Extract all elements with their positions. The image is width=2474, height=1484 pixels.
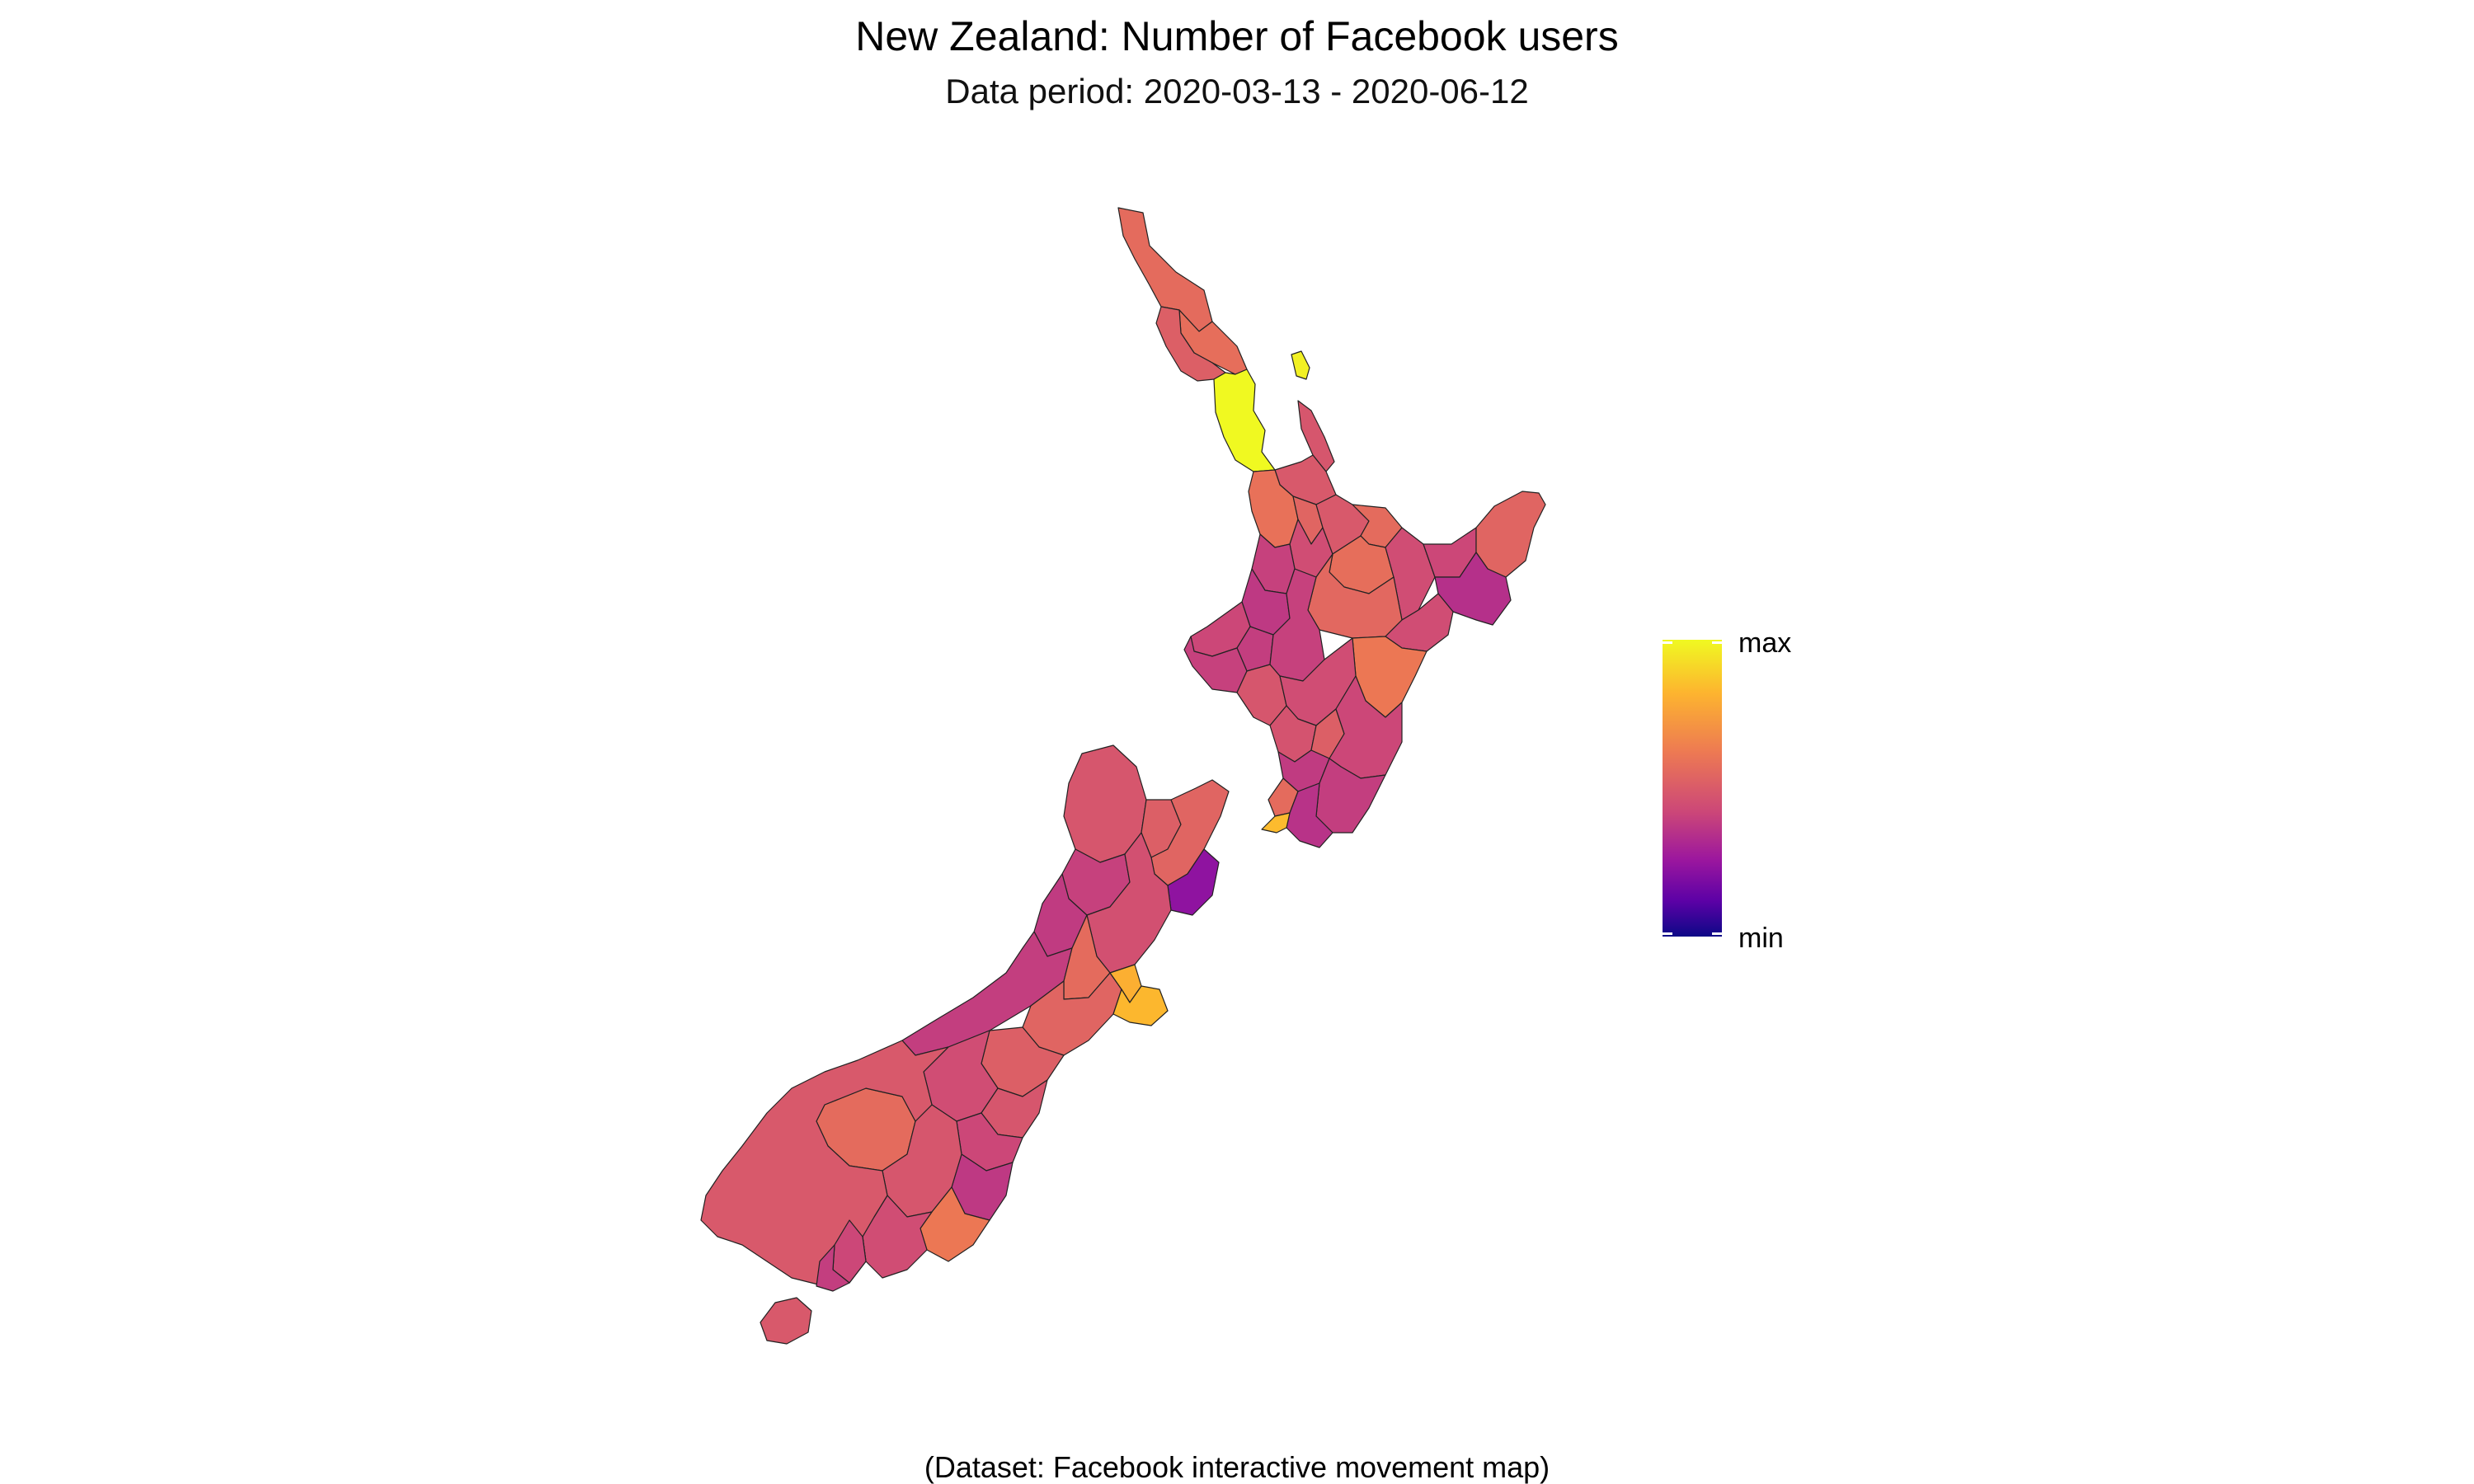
legend-tick-min-right	[1712, 932, 1722, 935]
region-wellington	[1286, 782, 1333, 848]
legend-max-label: max	[1738, 627, 1792, 659]
dataset-caption: (Dataset: Facebook interactive movement …	[924, 1450, 1550, 1484]
region-auckland	[1213, 369, 1276, 472]
legend-tick-max-left	[1663, 641, 1672, 644]
map-subtitle: Data period: 2020-03-13 - 2020-06-12	[945, 72, 1529, 110]
region-gisborne	[1434, 552, 1512, 626]
legend-min-label: min	[1738, 923, 1784, 954]
region-invercargill	[816, 1244, 850, 1292]
map-title: New Zealand: Number of Facebook users	[855, 13, 1619, 59]
region-wellington-city	[1261, 812, 1291, 834]
region-great-barrier	[1291, 350, 1310, 380]
region-stewart-island	[760, 1297, 812, 1345]
region-kaikoura	[1167, 848, 1220, 916]
color-scale-bar	[1663, 640, 1722, 937]
legend-tick-max-right	[1712, 641, 1722, 644]
region-east-cape	[1475, 491, 1546, 578]
region-banks-peninsula	[1112, 985, 1169, 1026]
legend-tick-min-left	[1663, 932, 1672, 935]
region-coromandel	[1297, 400, 1335, 472]
